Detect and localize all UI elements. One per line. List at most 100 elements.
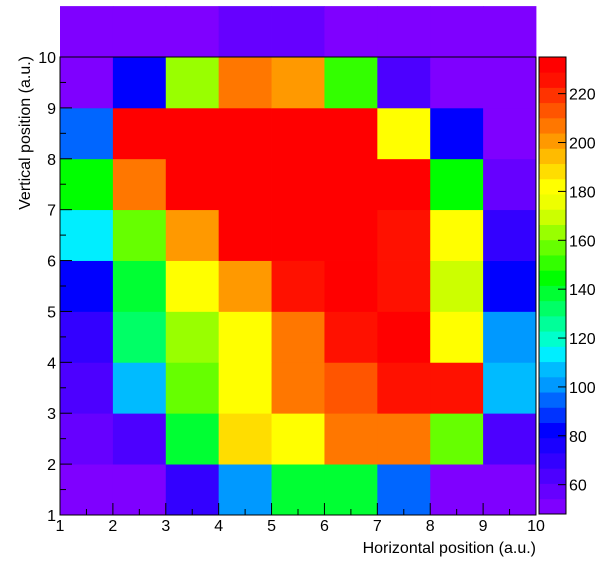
y-tick-label: 9 xyxy=(47,101,56,118)
heatmap-cell xyxy=(324,311,378,363)
color-scale-band xyxy=(539,483,566,500)
x-axis: 1 2 3 4 5 6 7 8 9 10 xyxy=(56,503,545,535)
heatmap-cell xyxy=(377,464,431,516)
x-tick-label: 1 xyxy=(56,518,65,535)
heatmap-cell xyxy=(218,6,272,58)
heatmap-cell xyxy=(483,464,537,516)
y-tick-label: 6 xyxy=(47,254,56,271)
heatmap-cell xyxy=(430,209,484,261)
heatmap-cell xyxy=(60,260,114,312)
heatmap-cell xyxy=(112,260,167,312)
color-scale-label: 60 xyxy=(569,478,587,495)
x-tick-label: 4 xyxy=(214,518,223,535)
color-scale-band xyxy=(539,178,566,195)
heatmap-cell xyxy=(165,311,220,363)
heatmap-cells xyxy=(60,6,537,516)
heatmap-cell xyxy=(60,464,114,516)
color-scale-band xyxy=(539,468,566,484)
color-scale-band xyxy=(539,498,566,515)
y-tick-label: 5 xyxy=(47,304,56,321)
color-scale-label: 220 xyxy=(569,87,596,104)
heatmap-cell xyxy=(430,57,484,109)
x-tick-label: 3 xyxy=(161,518,170,535)
heatmap-cell xyxy=(377,260,431,312)
heatmap-cell xyxy=(112,362,167,414)
color-scale-band xyxy=(539,392,566,408)
y-tick-label: 8 xyxy=(47,152,56,169)
color-scale-band xyxy=(539,87,566,104)
color-scale-band xyxy=(539,117,566,134)
heatmap-cell xyxy=(324,260,378,312)
heatmap-cell xyxy=(324,413,378,465)
color-scale-band xyxy=(539,331,566,347)
color-scale-band xyxy=(539,102,566,119)
heatmap-cell xyxy=(377,311,431,363)
heatmap-cell xyxy=(483,57,537,109)
heatmap-cell xyxy=(165,209,220,261)
heatmap-cell xyxy=(112,6,167,58)
heatmap-cell xyxy=(112,311,167,363)
heatmap-cell xyxy=(60,57,114,109)
heatmap-cell xyxy=(60,6,114,58)
x-tick-label: 10 xyxy=(527,518,545,535)
color-scale-band xyxy=(539,148,566,165)
heatmap-cell xyxy=(165,362,220,414)
heatmap-cell xyxy=(483,413,537,465)
heatmap-cell xyxy=(430,6,484,58)
x-tick-label: 7 xyxy=(373,518,382,535)
heatmap-cell xyxy=(377,209,431,261)
heatmap-cell xyxy=(218,413,272,465)
heatmap-cell xyxy=(271,6,325,58)
x-axis-title: Horizontal position (a.u.) xyxy=(363,540,536,557)
heatmap-cell xyxy=(271,464,325,516)
color-scale-label: 200 xyxy=(569,136,596,153)
heatmap-cell xyxy=(430,158,484,211)
heatmap-cell xyxy=(483,209,537,261)
color-scale-band xyxy=(539,239,566,256)
heatmap-cell xyxy=(377,158,431,211)
color-scale-band xyxy=(539,285,566,302)
heatmap-cell xyxy=(324,158,378,211)
y-tick-label: 7 xyxy=(47,203,56,220)
heatmap-cell xyxy=(271,209,325,261)
heatmap-cell xyxy=(165,260,220,312)
heatmap-cell xyxy=(60,107,114,160)
color-scale-band xyxy=(539,194,566,210)
color-scale-band xyxy=(539,376,566,393)
heatmap-cell xyxy=(324,464,378,516)
heatmap-cell xyxy=(218,209,272,261)
heatmap-cell xyxy=(430,311,484,363)
color-scale-band xyxy=(539,163,566,180)
color-scale-label: 160 xyxy=(569,233,596,250)
color-scale: 60 80 100 120 140 160 180 200 220 xyxy=(538,56,596,515)
color-scale-band xyxy=(539,57,566,73)
heatmap-cell xyxy=(324,362,378,414)
color-scale-band xyxy=(539,224,566,241)
heatmap-cell xyxy=(112,464,167,516)
heatmap-cell xyxy=(112,209,167,261)
heatmap-cell xyxy=(483,107,537,160)
heatmap-cell xyxy=(218,362,272,414)
heatmap-cell xyxy=(324,6,378,58)
heatmap-cell xyxy=(377,6,431,58)
y-tick-label: 1 xyxy=(47,508,56,525)
heatmap-cell xyxy=(483,311,537,363)
heatmap-cell xyxy=(430,464,484,516)
heatmap-cell xyxy=(377,413,431,465)
heatmap-cell xyxy=(60,413,114,465)
heatmap-cell xyxy=(377,57,431,109)
color-scale-label: 140 xyxy=(569,282,596,299)
x-tick-label: 6 xyxy=(320,518,329,535)
heatmap-cell xyxy=(483,260,537,312)
color-scale-band xyxy=(539,422,566,439)
heatmap-cell xyxy=(60,158,114,211)
color-scale-band xyxy=(539,72,566,88)
heatmap-cell xyxy=(271,260,325,312)
heatmap-cell xyxy=(324,209,378,261)
color-scale-band xyxy=(539,209,566,225)
y-tick-label: 4 xyxy=(47,355,56,372)
heatmap-cell xyxy=(112,413,167,465)
color-scale-band xyxy=(539,255,566,271)
heatmap-cell xyxy=(112,158,167,211)
heatmap-cell xyxy=(271,362,325,414)
